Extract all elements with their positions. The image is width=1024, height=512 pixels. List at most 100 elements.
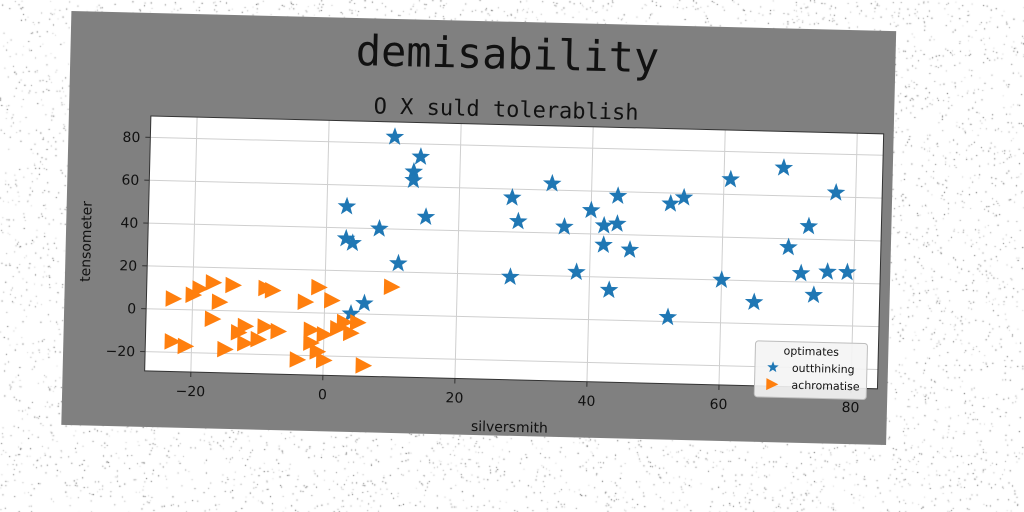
star-data-point	[385, 127, 405, 145]
triangle-data-point	[225, 276, 242, 294]
x-grid-line	[586, 126, 594, 382]
y-axis-label: tensometer	[78, 201, 96, 283]
star-data-point	[599, 280, 619, 299]
triangle-data-point	[323, 292, 341, 309]
legend: optimates outthinking achromatise	[753, 340, 868, 400]
legend-box	[753, 340, 868, 400]
triangle-data-point	[237, 334, 254, 352]
triangle-data-point	[383, 278, 401, 295]
star-data-point	[721, 169, 740, 188]
star-data-point	[818, 262, 837, 280]
legend-label-outthinking: outthinking	[792, 362, 855, 377]
y-grid-line	[148, 222, 882, 242]
star-data-point	[779, 237, 798, 256]
x-tick-label: 20	[445, 390, 463, 406]
triangle-data-point	[250, 330, 268, 348]
triangle-data-point	[349, 314, 367, 331]
star-data-point	[509, 211, 528, 230]
star-data-point	[503, 187, 522, 206]
star-data-point	[594, 235, 613, 253]
star-data-point	[620, 240, 640, 258]
star-data-point	[658, 307, 678, 326]
legend-marker-outthinking	[767, 361, 779, 373]
star-data-point	[404, 170, 423, 189]
x-tick-label: 40	[577, 393, 595, 409]
triangle-data-point	[205, 274, 223, 291]
triangle-data-point	[309, 343, 327, 360]
triangle-data-point	[303, 334, 320, 351]
star-data-point	[799, 216, 819, 235]
y-grid-line	[150, 136, 884, 156]
triangle-data-point	[164, 333, 182, 350]
y-tick-label: 40	[120, 215, 138, 231]
triangle-data-point	[257, 318, 274, 335]
y-tick-label: 60	[121, 173, 139, 189]
x-axis-label: silversmith	[471, 419, 548, 437]
star-data-point	[416, 207, 436, 226]
axis-ticks: −20 0 20 40 60 80 −20 0 20 40 60 80	[105, 130, 859, 417]
star-data-point	[501, 267, 520, 285]
star-data-point	[581, 200, 601, 219]
plot-frame	[144, 115, 885, 390]
y-tick-label: 20	[119, 258, 137, 274]
y-grid-line	[149, 179, 883, 199]
star-data-point	[608, 186, 628, 204]
triangle-data-point	[289, 351, 307, 368]
star-data-point	[567, 262, 586, 281]
triangle-data-point	[343, 324, 360, 342]
star-data-point	[838, 262, 857, 281]
star-data-point	[542, 173, 562, 192]
star-data-point	[608, 214, 627, 232]
x-tick-label: −20	[175, 384, 205, 401]
triangle-data-point	[311, 278, 328, 296]
data-points	[164, 127, 857, 374]
y-tick-label: −20	[105, 344, 135, 361]
legend-triangle-icon	[766, 378, 779, 391]
triangle-data-point	[355, 357, 373, 374]
legend-title: optimates	[783, 345, 839, 359]
triangle-data-point	[316, 326, 334, 343]
triangle-data-point	[204, 310, 222, 328]
star-data-point	[337, 196, 357, 215]
triangle-data-point	[303, 321, 321, 339]
triangle-data-point	[211, 293, 229, 311]
star-data-point	[661, 193, 680, 212]
star-data-point	[355, 293, 374, 312]
x-tick-label: 60	[709, 397, 727, 413]
triangle-data-point	[315, 351, 333, 369]
triangle-data-point	[237, 317, 255, 335]
star-data-point	[389, 253, 408, 272]
star-data-point	[826, 183, 846, 201]
star-data-point	[343, 233, 362, 252]
y-grid-line	[146, 308, 879, 328]
triangle-data-point	[217, 340, 234, 358]
star-data-point	[791, 263, 811, 282]
x-tick-label: 0	[318, 387, 327, 403]
legend-label-achromatise: achromatise	[791, 379, 860, 394]
y-tick-label: 0	[127, 301, 136, 317]
x-grid-line	[190, 117, 198, 373]
triangle-data-point	[336, 313, 354, 331]
x-grid-line	[718, 129, 726, 385]
x-grid-line	[454, 123, 462, 379]
rotated-figure: demisability O X suld tolerablish −20 0 20…	[61, 10, 897, 446]
triangle-data-point	[264, 281, 282, 299]
star-data-point	[370, 218, 389, 237]
triangle-data-point	[177, 337, 195, 355]
legend-star-icon	[767, 361, 779, 373]
legend-marker-achromatise	[766, 378, 779, 391]
star-data-point	[744, 292, 764, 311]
triangle-data-point	[165, 290, 183, 307]
chart-title: demisability	[355, 26, 660, 82]
star-data-point	[555, 217, 574, 235]
triangle-data-point	[297, 293, 315, 311]
star-data-point	[674, 187, 694, 206]
triangle-data-point	[270, 322, 288, 340]
triangle-data-point	[192, 280, 209, 297]
x-tick-label: 80	[841, 400, 859, 416]
star-data-point	[804, 285, 823, 304]
star-data-point	[712, 270, 731, 288]
star-data-point	[411, 147, 431, 165]
